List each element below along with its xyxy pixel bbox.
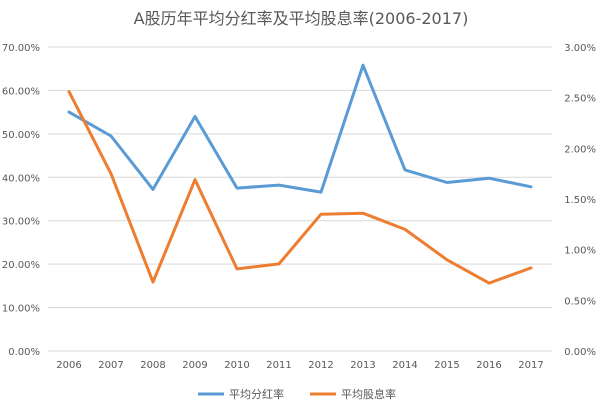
x-tick-label: 2017 <box>518 360 543 371</box>
series-line-1 <box>67 63 533 194</box>
left-tick-label: 30.00% <box>2 217 40 228</box>
series-lines <box>67 63 533 285</box>
left-tick-label: 10.00% <box>2 304 40 315</box>
legend-label: 平均股息率 <box>341 387 396 401</box>
left-tick-label: 0.00% <box>8 347 40 358</box>
left-axis-ticks: 0.00% 10.00% 20.00% 30.00% 40.00% 50.00% 60.00… <box>2 43 40 358</box>
x-tick-label: 2012 <box>308 360 333 371</box>
left-tick-label: 60.00% <box>2 86 40 97</box>
x-tick-label: 2015 <box>434 360 459 371</box>
right-tick-label: 3.00% <box>564 43 596 54</box>
right-tick-label: 0.50% <box>564 296 596 307</box>
right-axis-ticks: 0.00% 0.50% 1.00% 1.50% 2.00% 2.50% 3.00% <box>564 43 596 358</box>
x-tick-label: 2014 <box>392 360 417 371</box>
x-tick-label: 2010 <box>224 360 249 371</box>
x-tick-label: 2007 <box>98 360 123 371</box>
legend-label: 平均分红率 <box>229 387 284 401</box>
right-tick-label: 0.00% <box>564 347 596 358</box>
left-tick-label: 70.00% <box>2 43 40 54</box>
legend: 平均分红率 平均股息率 <box>198 387 396 401</box>
x-tick-label: 2013 <box>350 360 375 371</box>
series-line-2 <box>67 90 533 285</box>
x-tick-label: 2011 <box>266 360 291 371</box>
gridlines <box>48 46 552 352</box>
left-tick-label: 50.00% <box>2 130 40 141</box>
x-tick-label: 2006 <box>56 360 81 371</box>
right-tick-label: 2.50% <box>564 94 596 105</box>
right-tick-label: 1.50% <box>564 195 596 206</box>
x-axis-ticks: 2006 2007 2008 2009 2010 2011 2012 2013 2014 2015… <box>56 360 543 371</box>
right-tick-label: 1.00% <box>564 246 596 257</box>
left-tick-label: 20.00% <box>2 260 40 271</box>
x-tick-label: 2016 <box>476 360 501 371</box>
chart-title: A股历年平均分红率及平均股息率(2006-2017) <box>134 9 469 28</box>
x-tick-label: 2008 <box>140 360 165 371</box>
left-tick-label: 40.00% <box>2 173 40 184</box>
x-tick-label: 2009 <box>182 360 207 371</box>
right-tick-label: 2.00% <box>564 144 596 155</box>
